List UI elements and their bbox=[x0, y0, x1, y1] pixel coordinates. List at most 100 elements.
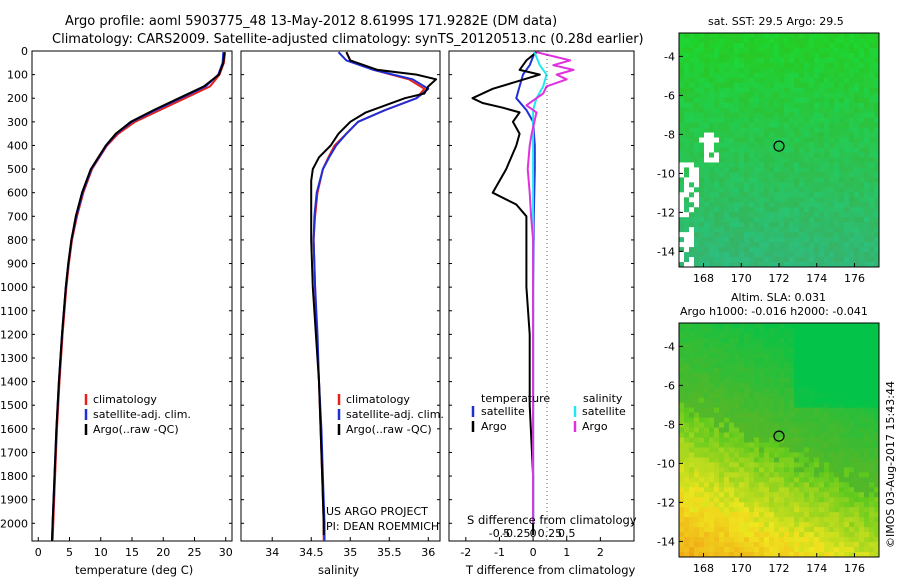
map-cell bbox=[869, 417, 875, 423]
map-cell bbox=[759, 77, 765, 84]
map-cell bbox=[789, 172, 795, 178]
map-cell bbox=[829, 242, 835, 248]
map-cell bbox=[864, 77, 870, 84]
map-cell bbox=[799, 52, 805, 59]
map-cell bbox=[834, 67, 840, 74]
map-cell bbox=[729, 232, 735, 238]
map-cell bbox=[819, 472, 825, 478]
map-cell bbox=[724, 237, 730, 243]
map-cell bbox=[834, 87, 840, 94]
map-cell bbox=[824, 462, 830, 468]
map-cell bbox=[704, 197, 710, 203]
map-cell bbox=[799, 332, 805, 339]
map-cell bbox=[754, 517, 760, 523]
map-cell bbox=[794, 132, 800, 138]
map-cell bbox=[734, 42, 740, 49]
map-cell bbox=[789, 323, 795, 329]
map-cell bbox=[699, 397, 705, 404]
map-cell bbox=[799, 362, 805, 369]
map-cell bbox=[809, 337, 815, 344]
map-cell bbox=[704, 177, 710, 183]
map-cell bbox=[819, 437, 825, 443]
map-cell bbox=[794, 352, 800, 359]
map-cell bbox=[754, 412, 760, 418]
map-cell bbox=[829, 452, 835, 458]
map-cell bbox=[854, 412, 860, 418]
map-cell bbox=[684, 507, 690, 513]
map-cell bbox=[779, 342, 785, 349]
map-cell bbox=[839, 147, 845, 153]
map-cell bbox=[784, 147, 790, 153]
map-cell bbox=[774, 477, 780, 483]
map-cell bbox=[749, 432, 755, 438]
map-cell bbox=[799, 412, 805, 418]
map-cell bbox=[874, 542, 880, 548]
map-cell bbox=[814, 72, 820, 79]
map-cell bbox=[684, 477, 690, 483]
map-cell bbox=[774, 327, 780, 334]
map-cell bbox=[759, 462, 765, 468]
map-cell bbox=[684, 222, 690, 228]
map-cell bbox=[679, 392, 685, 399]
map-cell bbox=[699, 457, 705, 463]
map-cell bbox=[854, 122, 860, 128]
salinity-tick-label: 35.5 bbox=[377, 546, 402, 559]
map-cell bbox=[679, 447, 685, 453]
map-cell bbox=[729, 102, 735, 109]
map-cell bbox=[859, 327, 865, 334]
map-cell bbox=[679, 117, 685, 124]
map-cell bbox=[779, 82, 785, 89]
map-cell bbox=[869, 407, 875, 414]
map-cell bbox=[779, 182, 785, 188]
map-cell bbox=[864, 242, 870, 248]
map-cell bbox=[714, 402, 720, 409]
map-cell bbox=[714, 437, 720, 443]
map-cell bbox=[724, 482, 730, 488]
map-cell bbox=[759, 432, 765, 438]
map-cell bbox=[829, 102, 835, 109]
salinity-legend: climatology satellite-adj. clim. Argo(..… bbox=[337, 393, 444, 436]
map-cell bbox=[734, 447, 740, 453]
map-cell bbox=[779, 207, 785, 213]
map-cell bbox=[804, 192, 810, 198]
map-cell bbox=[764, 382, 770, 389]
map-cell bbox=[734, 182, 740, 188]
map-cell bbox=[824, 323, 830, 329]
map-cell bbox=[694, 323, 700, 329]
map-cell bbox=[729, 117, 735, 124]
s-difference-tick-labels: -0.5-0.25 0 0.250.5 bbox=[489, 527, 576, 540]
map-cell bbox=[784, 412, 790, 418]
map-cell bbox=[699, 367, 705, 374]
map-cell bbox=[824, 357, 830, 364]
map-cell bbox=[834, 147, 840, 153]
map-cell bbox=[699, 347, 705, 354]
map-cell bbox=[854, 42, 860, 49]
map-cell bbox=[679, 457, 685, 463]
difference-profile-lines bbox=[471, 51, 575, 536]
map-cell bbox=[704, 192, 710, 198]
map-cell bbox=[734, 507, 740, 513]
map-cell bbox=[804, 527, 810, 533]
map-cell bbox=[799, 102, 805, 109]
map-cell bbox=[699, 147, 705, 153]
map-cell bbox=[824, 507, 830, 513]
salinity-panel-frame bbox=[240, 50, 441, 542]
map-cell bbox=[774, 122, 780, 128]
map-cell bbox=[824, 182, 830, 188]
map-cell bbox=[844, 47, 850, 54]
map-cell bbox=[804, 167, 810, 173]
map-cell bbox=[789, 532, 795, 538]
map-y-tick-label: -6 bbox=[664, 379, 675, 392]
map-cell bbox=[849, 402, 855, 409]
map-cell bbox=[724, 337, 730, 344]
map-cell bbox=[839, 467, 845, 473]
map-cell bbox=[849, 477, 855, 483]
map-cell bbox=[764, 107, 770, 114]
map-cell bbox=[704, 357, 710, 364]
map-cell bbox=[764, 167, 770, 173]
map-cell bbox=[784, 102, 790, 109]
map-cell bbox=[834, 427, 840, 433]
map-cell bbox=[749, 57, 755, 64]
map-cell bbox=[749, 507, 755, 513]
map-cell bbox=[694, 347, 700, 354]
